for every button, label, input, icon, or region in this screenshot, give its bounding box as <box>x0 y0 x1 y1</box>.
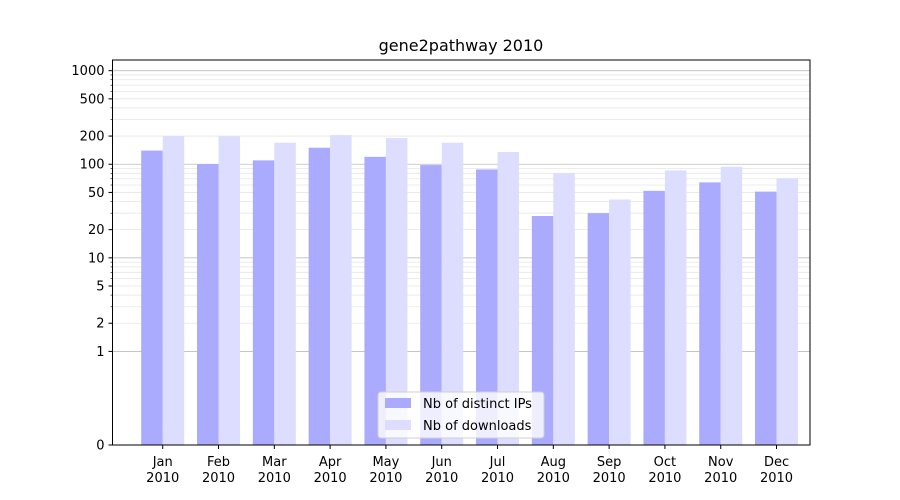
bar-distinct-ips-apr <box>308 147 331 445</box>
y-tick-label: 20 <box>88 223 105 238</box>
x-tick-label-year: 2010 <box>425 471 458 486</box>
bar-downloads-aug <box>553 173 575 445</box>
x-tick-label-month: May <box>372 455 399 470</box>
x-tick-label-year: 2010 <box>314 471 347 486</box>
x-tick-label-year: 2010 <box>648 471 681 486</box>
x-tick-label-year: 2010 <box>369 471 402 486</box>
y-tick-label: 1 <box>96 345 104 360</box>
y-tick-label: 10 <box>88 251 105 266</box>
bar-distinct-ips-mar <box>252 160 275 445</box>
bar-downloads-oct <box>664 170 687 445</box>
x-tick-label-month: Aug <box>541 455 566 470</box>
x-tick-label-year: 2010 <box>537 471 570 486</box>
x-tick-label-month: Apr <box>319 455 342 470</box>
x-tick-label-year: 2010 <box>146 471 179 486</box>
y-tick-label: 5 <box>96 280 104 295</box>
legend-swatch-distinct-ips <box>385 398 411 408</box>
bar-distinct-ips-jul <box>476 169 498 446</box>
bar-distinct-ips-sep <box>587 213 610 445</box>
bar-downloads-jul <box>497 152 520 445</box>
bar-distinct-ips-jan <box>141 150 163 445</box>
y-axis: 0 1 2 5 10 20 50 100 200 500 1000 <box>71 64 113 454</box>
bar-downloads-jan <box>162 136 185 446</box>
y-tick-label: 1000 <box>71 64 104 79</box>
bar-downloads-may <box>385 138 408 446</box>
bar-distinct-ips-dec <box>755 191 777 445</box>
bar-downloads-jun <box>441 142 464 445</box>
bar-downloads-apr <box>330 135 352 445</box>
bars <box>141 135 799 446</box>
x-tick-label-year: 2010 <box>593 471 626 486</box>
bar-downloads-mar <box>274 142 296 445</box>
bar-distinct-ips-nov <box>699 182 721 445</box>
legend: Nb of distinct IPs Nb of downloads <box>377 391 545 439</box>
legend-label-downloads: Nb of downloads <box>423 419 532 434</box>
x-tick-label-year: 2010 <box>760 471 793 486</box>
bar-distinct-ips-may <box>364 156 386 446</box>
bar-distinct-ips-aug <box>531 215 554 445</box>
y-tick-label: 200 <box>80 130 105 145</box>
x-tick-label-month: Oct <box>654 455 676 470</box>
bar-downloads-nov <box>720 166 743 446</box>
x-tick-label-year: 2010 <box>704 471 737 486</box>
x-tick-label-month: Jan <box>152 455 173 470</box>
y-tick-label: 0 <box>96 439 104 454</box>
chart-title: gene2pathway 2010 <box>379 36 544 55</box>
legend-box <box>377 391 545 439</box>
x-axis: Jan2010Feb2010Mar2010Apr2010May2010Jun20… <box>146 445 793 486</box>
bar-downloads-sep <box>609 199 631 445</box>
legend-swatch-downloads <box>385 420 411 430</box>
bar-distinct-ips-feb <box>197 164 219 445</box>
x-tick-label-year: 2010 <box>481 471 514 486</box>
x-tick-label-year: 2010 <box>258 471 291 486</box>
bar-distinct-ips-oct <box>643 190 665 445</box>
x-tick-label-month: Jun <box>431 455 452 470</box>
x-tick-label-month: Jul <box>489 455 506 470</box>
plot-frame <box>112 59 811 446</box>
y-tick-label: 50 <box>88 186 105 201</box>
bar-distinct-ips-jun <box>420 165 442 445</box>
y-tick-label: 100 <box>80 158 105 173</box>
bar-downloads-feb <box>218 136 241 445</box>
x-tick-label-year: 2010 <box>202 471 235 486</box>
x-tick-label-month: Dec <box>764 455 789 470</box>
x-tick-label-month: Sep <box>597 455 622 470</box>
legend-label-distinct-ips: Nb of distinct IPs <box>423 397 532 412</box>
x-tick-label-month: Feb <box>207 455 230 470</box>
x-tick-label-month: Mar <box>262 455 287 470</box>
bar-downloads-dec <box>776 178 799 445</box>
y-tick-label: 2 <box>96 317 104 332</box>
y-tick-label: 500 <box>80 92 105 107</box>
x-tick-label-month: Nov <box>708 455 734 470</box>
